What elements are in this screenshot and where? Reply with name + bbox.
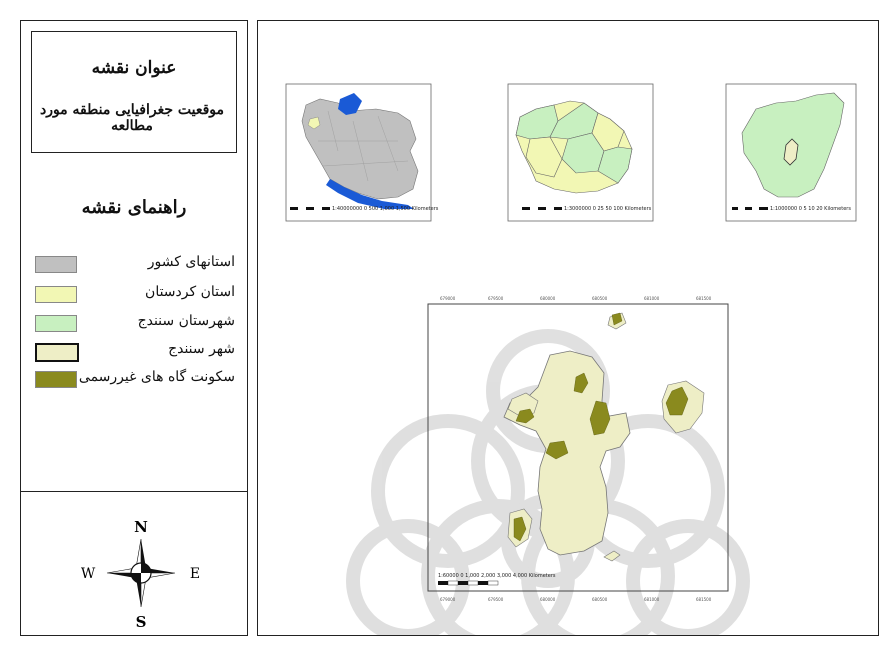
legend-item-county: شهرستان سنندج: [21, 313, 247, 333]
compass-w: W: [81, 566, 96, 582]
compass-e: E: [190, 566, 200, 582]
legend-label: استانهای کشور: [147, 254, 235, 270]
legend-swatch: [35, 286, 77, 303]
legend-swatch: [35, 343, 79, 362]
legend-swatch: [35, 256, 77, 273]
map-title-subtitle: موقعیت جغرافیایی منطقه مورد مطالعه: [39, 102, 225, 134]
map-title-heading: عنوان نقشه: [91, 58, 177, 78]
legend-swatch: [35, 371, 77, 388]
panel-divider: [21, 491, 247, 492]
map-frame: 1:40000000 0 500 1,000 1,500 Kilometers …: [257, 20, 879, 636]
main-map-sanandaj: 679000 679500 680000 680500 681000 681500 679…: [427, 296, 729, 602]
legend-swatch: [35, 315, 77, 332]
legend-item-kurdistan: استان کردستان: [21, 284, 247, 304]
compass-n: N: [134, 518, 148, 536]
map-canvas: 1:40000000 0 500 1,000 1,500 Kilometers …: [285, 83, 857, 635]
svg-text:681500: 681500: [696, 296, 712, 301]
title-box: عنوان نقشه موقعیت جغرافیایی منطقه مورد م…: [31, 31, 237, 153]
legend-label: سکونت گاه های غیررسمی: [78, 369, 235, 385]
svg-text:681000: 681000: [644, 597, 660, 602]
svg-text:679500: 679500: [488, 296, 504, 301]
legend-heading: راهنمای نقشه: [81, 197, 187, 218]
svg-text:681500: 681500: [696, 597, 712, 602]
inset-iran-scale: 1:40000000 0 500 1,000 1,500 Kilometers: [332, 206, 439, 212]
inset-county-scale: 1:1000000 0 5 10 20 Kilometers: [770, 206, 851, 212]
legend-item-provinces: استانهای کشور: [21, 254, 247, 274]
main-map-scale: 1:60000 0 1,000 2,000 3,000 4,000 Kilome…: [438, 573, 556, 579]
svg-text:679500: 679500: [488, 597, 504, 602]
legend-item-city: شهر سنندج: [21, 341, 247, 362]
svg-text:680500: 680500: [592, 597, 608, 602]
svg-text:679000: 679000: [440, 597, 456, 602]
inset-kurdistan-scale: 1:3000000 0 25 50 100 Kilometers: [564, 206, 652, 212]
svg-text:680500: 680500: [592, 296, 608, 301]
legend-label: شهرستان سنندج: [137, 313, 235, 329]
inset-map-kurdistan: 1:3000000 0 25 50 100 Kilometers: [507, 83, 654, 222]
legend-panel: عنوان نقشه موقعیت جغرافیایی منطقه مورد م…: [20, 20, 248, 636]
inset-map-iran: 1:40000000 0 500 1,000 1,500 Kilometers: [285, 83, 439, 222]
svg-text:679000: 679000: [440, 296, 456, 301]
compass-s: S: [136, 613, 147, 631]
legend-label: شهر سنندج: [168, 341, 235, 357]
legend-item-informal: سکونت گاه های غیررسمی: [21, 369, 247, 389]
svg-text:680000: 680000: [540, 597, 556, 602]
svg-text:680000: 680000: [540, 296, 556, 301]
legend-label: استان کردستان: [145, 284, 235, 300]
svg-text:681000: 681000: [644, 296, 660, 301]
north-arrow-icon: N S E W: [81, 518, 200, 631]
inset-map-county: 1:1000000 0 5 10 20 Kilometers: [725, 83, 857, 222]
